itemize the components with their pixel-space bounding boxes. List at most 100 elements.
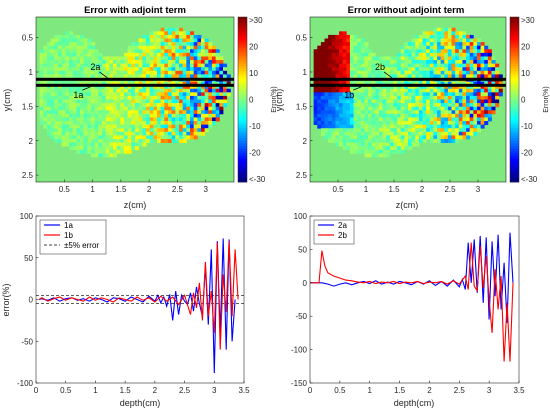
heatmap-cell <box>113 60 118 65</box>
heatmap-cell <box>440 85 445 90</box>
heatmap-cell <box>116 121 121 126</box>
heatmap-cell <box>447 106 452 111</box>
heatmap-cell <box>190 121 195 126</box>
heatmap-cell <box>371 95 376 100</box>
heatmap-cell <box>484 99 489 104</box>
heatmap-cell <box>135 113 140 118</box>
heatmap-cell <box>50 121 55 126</box>
heatmap-cell <box>142 52 147 57</box>
colorbar-band <box>238 65 247 69</box>
heatmap-cell <box>422 135 427 140</box>
heatmap-cell <box>171 128 176 133</box>
heatmap-cell <box>469 60 474 65</box>
heatmap-cell <box>389 121 394 126</box>
heatmap-cell <box>364 131 369 136</box>
heatmap-cell <box>317 88 322 93</box>
heatmap-cell <box>131 113 136 118</box>
colorbar-band <box>510 40 519 44</box>
heatmap-cell <box>364 106 369 111</box>
heatmap-cell <box>80 106 85 111</box>
heatmap-cell <box>433 34 438 39</box>
heatmap-cell <box>324 117 329 122</box>
heatmap-cell <box>98 121 103 126</box>
heatmap-cell <box>371 142 376 147</box>
heatmap-cell <box>455 67 460 72</box>
heatmap-cell <box>371 99 376 104</box>
heatmap-cell <box>324 38 329 43</box>
heatmap-cell <box>193 34 198 39</box>
heatmap-cell <box>404 81 409 86</box>
heatmap-cell <box>182 60 187 65</box>
heatmap-cell <box>426 113 431 118</box>
heatmap-cell <box>91 146 96 151</box>
heatmap-cell <box>175 38 180 43</box>
heatmap-cell <box>408 88 413 93</box>
heatmap-cell <box>480 99 485 104</box>
colorbar-tick-label: 20 <box>249 43 258 52</box>
heatmap-cell <box>76 49 81 54</box>
heatmap-cell <box>153 31 158 36</box>
heatmap-cell <box>157 128 162 133</box>
heatmap-cell <box>444 38 449 43</box>
heatmap-cell <box>404 135 409 140</box>
heatmap-cell <box>215 70 220 75</box>
colorbar-band <box>510 156 519 160</box>
heatmap-cell <box>353 128 358 133</box>
heatmap-cell <box>476 113 481 118</box>
heatmap-cell <box>440 81 445 86</box>
heatmap-cell <box>39 117 44 122</box>
heatmap-cell <box>153 60 158 65</box>
heatmap-cell <box>50 70 55 75</box>
heatmap-cell <box>149 34 154 39</box>
heatmap-cell <box>215 81 220 86</box>
heatmap-cell <box>349 135 354 140</box>
heatmap-cell <box>411 45 416 50</box>
heatmap-cell <box>473 56 478 61</box>
heatmap-cell <box>320 52 325 57</box>
heatmap-cell <box>120 110 125 115</box>
heatmap-cell <box>386 142 391 147</box>
heatmap-cell <box>444 103 449 108</box>
x-tick-label: 1 <box>367 386 372 395</box>
heatmap-cell <box>389 135 394 140</box>
heatmap-cell <box>386 95 391 100</box>
heatmap-cell <box>400 92 405 97</box>
heatmap-cell <box>437 99 442 104</box>
heatmap-cell <box>317 110 322 115</box>
heatmap-cell <box>313 56 318 61</box>
heatmap-cell <box>491 63 496 68</box>
heatmap-cell <box>160 124 165 129</box>
heatmap-cell <box>418 131 423 136</box>
heatmap-cell <box>87 42 92 47</box>
heatmap-cell <box>422 38 427 43</box>
heatmap-cell <box>429 85 434 90</box>
heatmap-cell <box>142 135 147 140</box>
heatmap-cell <box>458 121 463 126</box>
heatmap-cell <box>179 131 184 136</box>
x-tick-label: 2 <box>420 185 425 194</box>
heatmap-cell <box>400 49 405 54</box>
heatmap-cell <box>349 117 354 122</box>
heatmap-cell <box>349 121 354 126</box>
colorbar-band <box>510 109 519 113</box>
heatmap-cell <box>94 63 99 68</box>
heatmap-cell <box>182 74 187 79</box>
heatmap-cell <box>142 67 147 72</box>
heatmap-cell <box>458 38 463 43</box>
annotation-label: 1a <box>73 90 83 100</box>
heatmap-cell <box>342 85 347 90</box>
heatmap-cell <box>411 56 416 61</box>
heatmap-cell <box>364 103 369 108</box>
heatmap-cell <box>69 38 74 43</box>
heatmap-cell <box>120 85 125 90</box>
heatmap-cell <box>429 117 434 122</box>
heatmap-cell <box>440 128 445 133</box>
heatmap-cell <box>320 63 325 68</box>
heatmap-cell <box>116 92 121 97</box>
heatmap-cell <box>39 56 44 61</box>
heatmap-cell <box>433 121 438 126</box>
heatmap-cell <box>400 60 405 65</box>
heatmap-cell <box>186 67 191 72</box>
heatmap-cell <box>331 34 336 39</box>
heatmap-cell <box>360 85 365 90</box>
